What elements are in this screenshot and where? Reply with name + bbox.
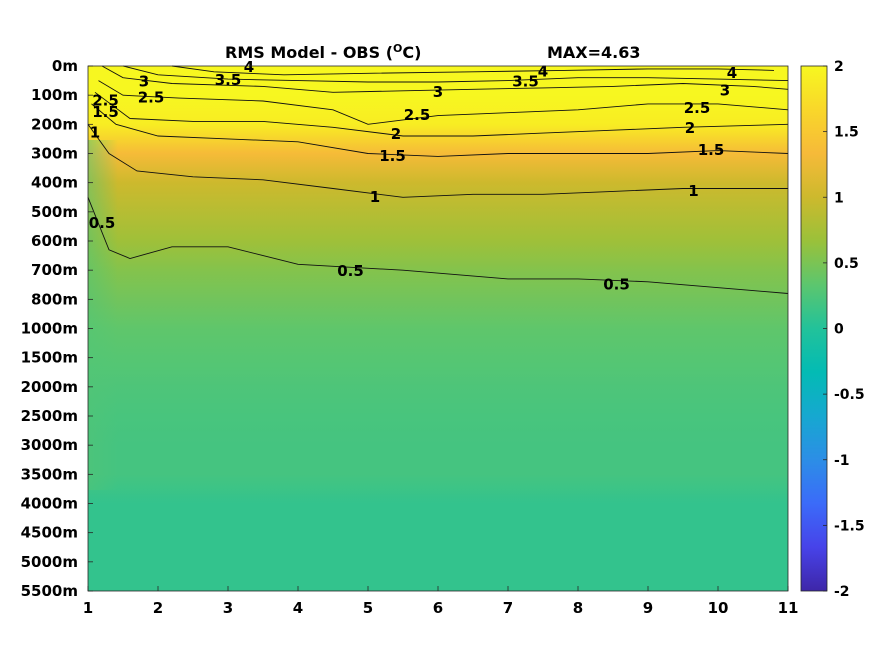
y-tick-label: 600m bbox=[31, 232, 78, 250]
y-tick-label: 4500m bbox=[21, 524, 78, 542]
heatmap-field bbox=[88, 66, 788, 591]
y-tick-label: 1500m bbox=[21, 349, 78, 367]
contour-label: 0.5 bbox=[337, 262, 364, 280]
y-tick-label: 4000m bbox=[21, 495, 78, 513]
y-tick-label: 800m bbox=[31, 290, 78, 308]
contour-label: 0.5 bbox=[89, 214, 116, 232]
heatmap-left-edge-shade bbox=[88, 140, 118, 490]
contour-label: 3.5 bbox=[512, 73, 539, 91]
contour-label: 0.5 bbox=[603, 275, 630, 293]
x-tick-label: 3 bbox=[223, 599, 233, 617]
x-tick-label: 11 bbox=[778, 599, 799, 617]
colorbar: 2 1.5 1 0.5 0 -0.5 -1 -1.5 -2 bbox=[800, 59, 865, 600]
x-tick-label: 1 bbox=[83, 599, 93, 617]
y-tick-label: 2500m bbox=[21, 407, 78, 425]
contour-line-2 bbox=[94, 91, 789, 137]
y-tick-label: 5500m bbox=[21, 582, 78, 600]
colorbar-ticks: 2 1.5 1 0.5 0 -0.5 -1 -1.5 -2 bbox=[823, 59, 865, 600]
colorbar-gradient bbox=[800, 65, 828, 592]
x-axis-ticks: 1 2 3 4 5 6 7 8 9 10 11 bbox=[83, 586, 799, 617]
colorbar-tick-label: 1.5 bbox=[834, 125, 859, 141]
contour-label: 2.5 bbox=[92, 92, 119, 110]
contour-line-3-5 bbox=[122, 65, 789, 83]
x-tick-label: 9 bbox=[643, 599, 653, 617]
colorbar-tick-label: 2 bbox=[834, 59, 844, 75]
contour-label: 2.5 bbox=[404, 106, 431, 124]
contour-label: 3 bbox=[139, 73, 149, 91]
x-tick-label: 8 bbox=[573, 599, 583, 617]
y-tick-label: 100m bbox=[31, 86, 78, 104]
contour-line-2-5 bbox=[98, 80, 789, 125]
y-tick-label: 500m bbox=[31, 203, 78, 221]
contour-line-1 bbox=[87, 124, 788, 198]
y-tick-label: 200m bbox=[31, 115, 78, 133]
colorbar-tick-label: 1 bbox=[834, 190, 844, 206]
y-tick-label: 2000m bbox=[21, 378, 78, 396]
contour-label: 1 bbox=[688, 182, 698, 200]
contour-label: 2 bbox=[391, 125, 401, 143]
contour-line-3 bbox=[101, 65, 789, 93]
x-tick-label: 10 bbox=[708, 599, 729, 617]
x-tick-label: 2 bbox=[153, 599, 163, 617]
y-tick-label: 400m bbox=[31, 174, 78, 192]
colorbar-tick-label: -1.5 bbox=[834, 518, 865, 534]
contour-label: 1.5 bbox=[379, 147, 406, 165]
y-tick-label: 3000m bbox=[21, 436, 78, 454]
colorbar-tick-label: -0.5 bbox=[834, 387, 865, 403]
colorbar-tick-label: -2 bbox=[834, 584, 850, 600]
contour-line-1-5 bbox=[91, 103, 789, 157]
y-tick-label: 700m bbox=[31, 261, 78, 279]
contour-label: 4 bbox=[727, 64, 737, 82]
colorbar-tick-label: 0 bbox=[834, 322, 844, 338]
x-tick-label: 5 bbox=[363, 599, 373, 617]
contour-label: 2.5 bbox=[684, 99, 711, 117]
contour-label: 3 bbox=[433, 83, 443, 101]
contour-label: 1 bbox=[90, 124, 100, 142]
y-axis-ticks: 0m 100m 200m 300m 400m 500m 600m 700m 800m 1000m 1… bbox=[21, 57, 93, 600]
colorbar-tick-label: 0.5 bbox=[834, 256, 859, 272]
x-tick-label: 6 bbox=[433, 599, 443, 617]
x-tick-label: 7 bbox=[503, 599, 513, 617]
contour-label: 3 bbox=[720, 81, 730, 99]
max-label: MAX=4.63 bbox=[547, 43, 641, 62]
y-tick-label: 300m bbox=[31, 145, 78, 163]
contour-label: 1 bbox=[370, 188, 380, 206]
contour-label: 2.5 bbox=[138, 89, 165, 107]
contour-line-0-5 bbox=[87, 197, 789, 294]
contour-label: 1.5 bbox=[698, 141, 725, 159]
contour-label: 1.5 bbox=[92, 103, 119, 121]
y-tick-label: 1000m bbox=[21, 320, 78, 338]
y-tick-label: 0m bbox=[52, 57, 78, 75]
x-tick-label: 4 bbox=[293, 599, 303, 617]
contour-label: 4 bbox=[244, 58, 254, 76]
contour-line-4 bbox=[171, 65, 775, 76]
y-tick-label: 5000m bbox=[21, 553, 78, 571]
colorbar-tick-label: -1 bbox=[834, 453, 850, 469]
contour-lines bbox=[87, 65, 789, 294]
chart-title: RMS Model - OBS (OC) bbox=[225, 42, 421, 62]
y-tick-label: 3500m bbox=[21, 465, 78, 483]
contour-label: 2 bbox=[685, 119, 695, 137]
contour-label: 3.5 bbox=[215, 71, 242, 89]
contour-label: 4 bbox=[538, 62, 548, 80]
